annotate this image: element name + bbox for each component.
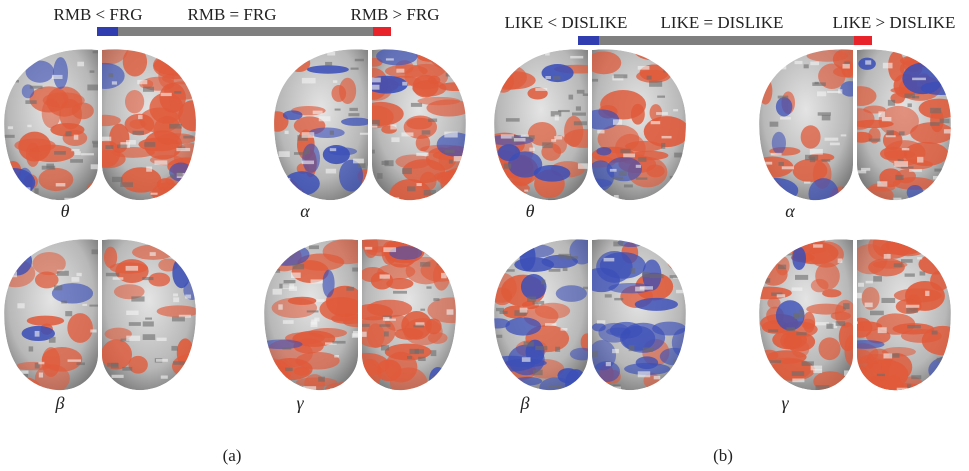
legend-left: LIKE < DISLIKE	[505, 13, 628, 32]
hemisphere	[372, 49, 466, 201]
legend-left: RMB < FRG	[54, 5, 143, 24]
hemisphere	[4, 49, 98, 201]
band-label: γ	[296, 393, 304, 413]
hemisphere	[274, 49, 368, 201]
brain-image	[274, 49, 466, 201]
hemisphere	[494, 49, 588, 201]
legend-right: LIKE > DISLIKE	[833, 13, 956, 32]
hemisphere	[494, 239, 588, 391]
brain-image	[4, 49, 196, 201]
hemisphere	[264, 239, 358, 391]
brain-image	[494, 49, 686, 201]
band-label: β	[55, 393, 65, 413]
hemisphere	[857, 239, 951, 391]
color-bar	[97, 27, 391, 36]
brain-image	[759, 239, 951, 391]
band-label: α	[785, 201, 795, 221]
hemisphere	[362, 239, 456, 391]
hemisphere	[759, 239, 853, 391]
hemisphere	[102, 49, 196, 201]
brain-image	[264, 239, 456, 391]
legend-right: RMB > FRG	[351, 5, 440, 24]
band-label: β	[520, 393, 530, 413]
hemisphere	[759, 49, 853, 201]
hemisphere	[592, 49, 686, 201]
hemisphere	[592, 239, 686, 391]
band-label: θ	[61, 201, 70, 221]
band-label: α	[300, 201, 310, 221]
brain-image	[4, 239, 196, 391]
caption: (b)	[713, 446, 733, 465]
hemisphere	[4, 239, 98, 391]
band-label: γ	[781, 393, 789, 413]
color-bar	[578, 36, 872, 45]
hemisphere	[102, 239, 196, 391]
band-label: θ	[526, 201, 535, 221]
brain-image	[494, 239, 686, 391]
legend-middle: RMB = FRG	[188, 5, 277, 24]
hemisphere	[857, 49, 951, 201]
legend-middle: LIKE = DISLIKE	[661, 13, 784, 32]
caption: (a)	[223, 446, 242, 465]
brain-image	[759, 49, 951, 201]
